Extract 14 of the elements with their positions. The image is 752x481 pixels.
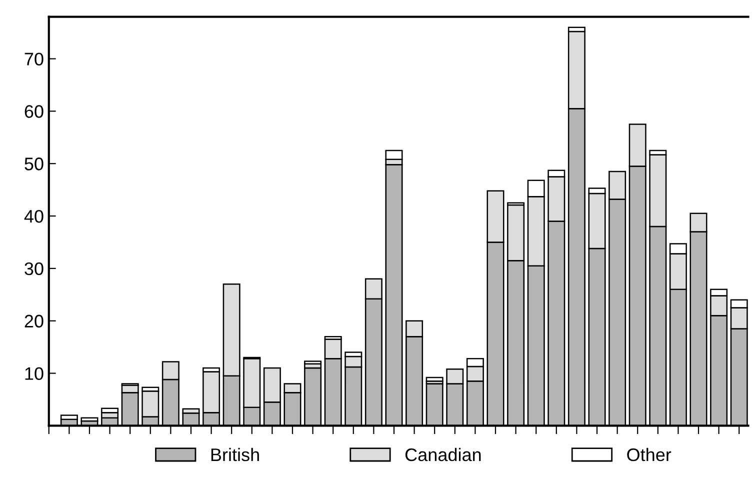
bar — [80, 417, 98, 422]
legend-label: Other — [627, 448, 672, 462]
y-tick-label: 30 — [24, 262, 44, 276]
y-tick-label: 20 — [24, 314, 44, 328]
bar — [426, 376, 444, 382]
y-tick-label: 40 — [24, 210, 44, 223]
y-tick-label: 10 — [25, 367, 44, 380]
bar — [60, 414, 78, 420]
y-tick-label: 70 — [24, 52, 44, 66]
legend-label: British — [211, 448, 259, 462]
bar — [304, 360, 322, 364]
y-tick-label: 50 — [24, 158, 44, 170]
legend-label: Canadian — [405, 448, 481, 462]
y-tick-label: 60 — [24, 105, 44, 118]
